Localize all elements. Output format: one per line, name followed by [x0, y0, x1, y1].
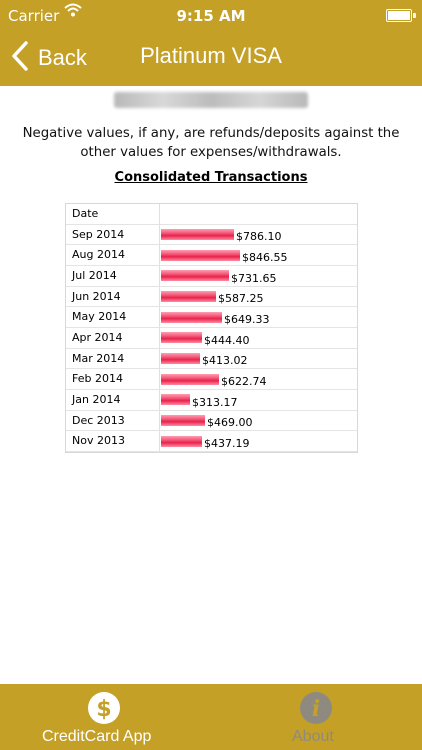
row-date: Mar 2014 — [66, 348, 160, 369]
chevron-left-icon — [10, 41, 30, 75]
table-row: Apr 2014 $444.40 — [66, 328, 357, 349]
transactions-chart: Date Sep 2014 $786.10 Aug 2014 $846.55 Jul 2… — [65, 203, 358, 453]
notice-text: Negative values, if any, are refunds/dep… — [22, 126, 400, 160]
table-row: Jun 2014 $587.25 — [66, 286, 357, 308]
table-row: Jul 2014 $731.65 — [66, 266, 357, 287]
bar-value-label: $622.74 — [221, 375, 267, 389]
bar-value-label: $587.25 — [218, 292, 264, 306]
bar — [161, 394, 190, 406]
bar — [161, 414, 205, 426]
wifi-icon — [64, 3, 82, 17]
bar-value-label: $444.40 — [204, 333, 250, 347]
tab-creditcard-app[interactable]: $ CreditCard App — [40, 684, 170, 750]
table-row: Aug 2014 $846.55 — [66, 245, 357, 266]
bar-value-label: $846.55 — [242, 251, 288, 265]
bar-value-label: $649.33 — [224, 313, 270, 327]
table-row: May 2014 $649.33 — [66, 307, 357, 328]
masked-card-number — [114, 92, 308, 108]
table-row: Jan 2014 $313.17 — [66, 390, 357, 411]
table-row: Mar 2014 $413.02 — [66, 348, 357, 370]
row-date: May 2014 — [66, 307, 160, 327]
bar-value-label: $413.02 — [202, 354, 248, 368]
tab-label: About — [292, 728, 334, 745]
status-bar: Carrier 9:15 AM — [0, 0, 422, 32]
row-date: Apr 2014 — [66, 328, 160, 348]
row-date: Dec 2013 — [66, 410, 160, 431]
table-row: Feb 2014 $622.74 — [66, 369, 357, 390]
bar — [161, 373, 219, 385]
row-date: Nov 2013 — [66, 431, 160, 451]
section-heading: Consolidated Transactions — [114, 170, 308, 185]
date-column-header: Date — [66, 204, 160, 224]
bar — [161, 290, 216, 302]
bar-value-label: $731.65 — [231, 271, 277, 285]
bar — [161, 270, 229, 282]
row-date: Feb 2014 — [66, 369, 160, 389]
bar — [161, 352, 200, 364]
bar — [161, 311, 222, 323]
bar — [161, 249, 240, 261]
row-date: Aug 2014 — [66, 245, 160, 265]
battery-icon — [386, 9, 416, 22]
bar-value-label: $469.00 — [207, 416, 253, 430]
bar — [161, 228, 234, 240]
bar-value-label: $437.19 — [204, 437, 250, 451]
table-row: Nov 2013 $437.19 — [66, 431, 357, 452]
back-button[interactable]: Back — [10, 38, 87, 78]
svg-text:i: i — [312, 696, 320, 722]
table-header-row: Date — [66, 204, 357, 225]
tab-label: CreditCard App — [42, 728, 152, 745]
row-date: Sep 2014 — [66, 224, 160, 245]
table-row: Sep 2014 $786.10 — [66, 224, 357, 246]
svg-text:$: $ — [96, 697, 111, 722]
bar — [161, 332, 202, 344]
bar — [161, 435, 202, 447]
top-bar: Carrier 9:15 AM Back Platinum VISA — [0, 0, 422, 86]
info-icon: i — [300, 692, 332, 724]
table-row: Dec 2013 $469.00 — [66, 410, 357, 432]
bar-value-label: $313.17 — [192, 395, 238, 409]
navigation-bar: Back Platinum VISA — [0, 32, 422, 86]
bar-value-label: $786.10 — [236, 230, 282, 244]
tab-bar: $ CreditCard App i About — [0, 684, 422, 750]
dollar-icon: $ — [88, 692, 120, 724]
row-date: Jun 2014 — [66, 286, 160, 307]
row-date: Jul 2014 — [66, 266, 160, 286]
clock-label: 9:15 AM — [176, 7, 246, 25]
row-date: Jan 2014 — [66, 390, 160, 410]
tab-about[interactable]: i About — [280, 684, 360, 750]
carrier-label: Carrier — [8, 7, 60, 25]
page-title: Platinum VISA — [140, 43, 282, 68]
back-label: Back — [38, 45, 87, 70]
